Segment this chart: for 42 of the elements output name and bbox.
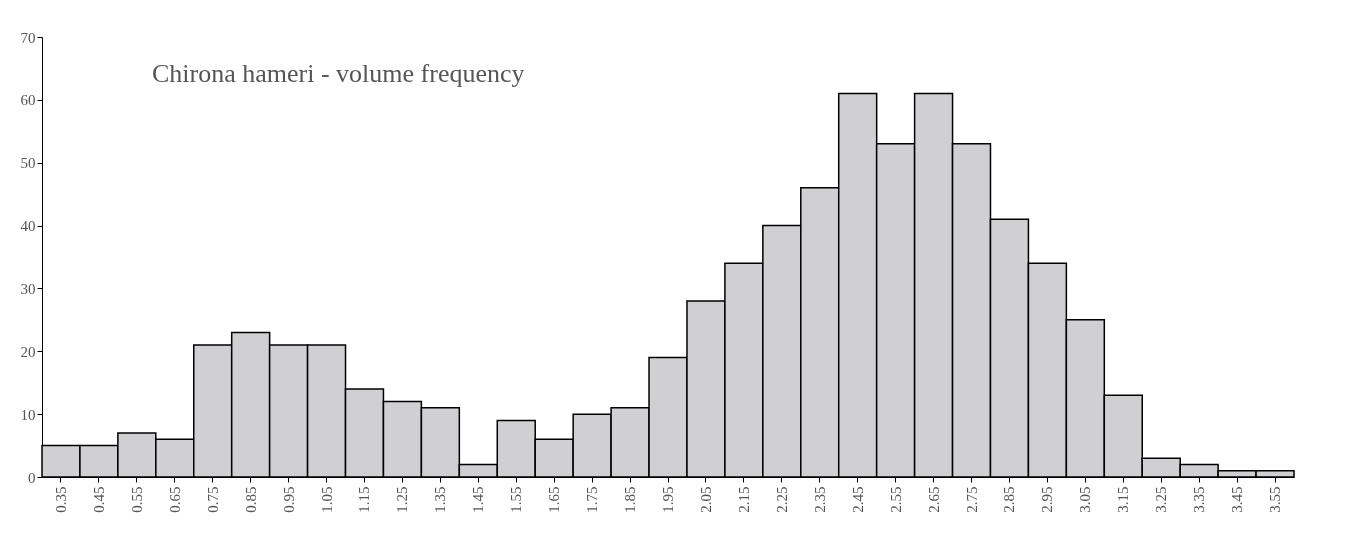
x-tick-label: 2.05 [697,486,714,513]
x-tick-label: 1.35 [432,486,449,513]
x-tick-label: 3.25 [1153,486,1170,513]
y-tick-label: 60 [20,92,36,109]
x-tick-label: 3.35 [1191,486,1208,513]
x-tick-label: 1.55 [508,486,525,513]
x-tick-label: 1.85 [622,486,639,513]
x-tick-label: 1.65 [546,486,563,513]
x-tick-label: 1.45 [470,486,487,513]
y-tick-label: 70 [20,29,36,46]
y-tick-label: 50 [20,155,36,172]
x-tick-label: 2.25 [773,486,790,513]
x-tick-label: 1.25 [394,486,411,513]
text: Chirona hameri - volume frequency [152,59,525,88]
x-tick-label: 3.45 [1229,486,1246,513]
x-tick-label: 3.15 [1115,486,1132,513]
x-tick-label: 2.75 [963,486,980,513]
x-tick-label: 1.75 [584,486,601,513]
x-tick-label: 0.35 [52,486,69,513]
x-tick-label: 2.15 [735,486,752,513]
x-tick-label: 2.55 [887,486,904,513]
y-tick-label: 40 [20,218,36,235]
x-tick-label: 0.45 [90,486,107,513]
y-tick-label: 20 [20,343,36,360]
x-tick-label: 1.05 [318,486,335,513]
x-tick-label: 3.55 [1267,486,1284,513]
x-tick-label: 0.85 [242,486,259,513]
x-tick-label: 2.65 [925,486,942,513]
x-tick-label: 0.95 [280,486,297,513]
y-tick-label: 0 [28,469,36,486]
y-tick-label: 10 [20,406,36,423]
x-tick-label: 3.05 [1077,486,1094,513]
x-tick-label: 0.75 [204,486,221,513]
x-tick-label: 1.95 [660,486,676,513]
y-tick-label: 30 [20,280,36,297]
x-tick-label: 0.65 [166,486,183,513]
x-tick-label: 2.45 [849,486,866,513]
x-tick-label: 2.95 [1039,486,1056,513]
x-tick-label: 0.55 [128,486,145,513]
x-tick-label: 1.15 [356,486,373,513]
x-tick-label: 2.35 [811,486,828,513]
x-tick-label: 2.85 [1001,486,1018,513]
